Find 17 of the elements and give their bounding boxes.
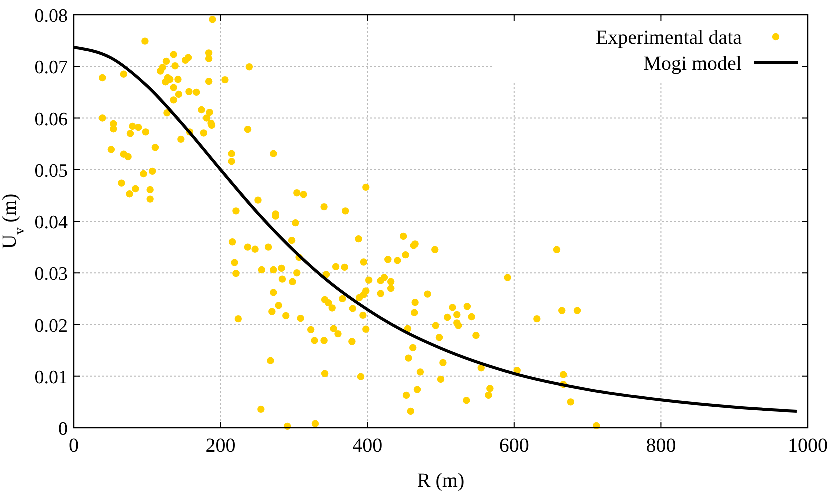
legend-label: Experimental data [596, 27, 742, 49]
x-tick-label: 800 [646, 435, 676, 457]
y-tick-label: 0.07 [34, 58, 68, 79]
x-tick-label: 600 [499, 435, 530, 457]
y-tick-label: 0 [58, 419, 68, 440]
x-tick-label: 400 [352, 435, 383, 457]
legend-label: Mogi model [644, 53, 742, 75]
y-tick-label: 0.04 [34, 212, 68, 234]
y-tick-label: 0.06 [34, 109, 68, 130]
x-tick-label: 1000 [788, 435, 828, 457]
y-tick-label: 0.01 [34, 367, 68, 388]
y-tick-label: 0.05 [34, 160, 68, 182]
y-tick-label: 0.03 [34, 264, 68, 286]
y-tick-label: 0.02 [34, 316, 68, 337]
y-tick-label: 0.08 [34, 6, 68, 27]
x-tick-label: 200 [206, 435, 236, 457]
x-axis-title: R (m) [417, 470, 465, 492]
